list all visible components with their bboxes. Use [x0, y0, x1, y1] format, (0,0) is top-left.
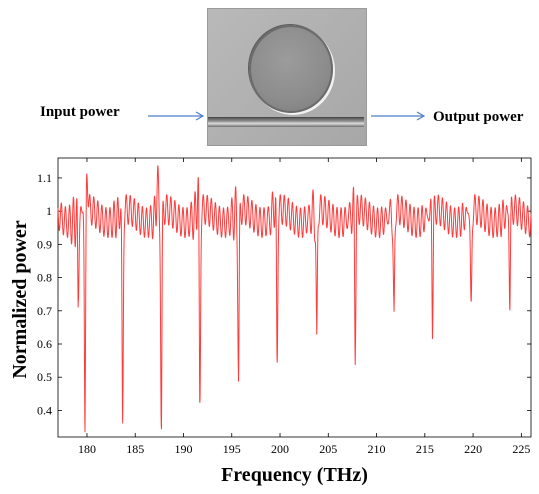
- resonance-dip-point: [431, 323, 433, 325]
- x-tick-label: 180: [78, 442, 96, 456]
- output-power-label: Output power: [433, 109, 524, 125]
- x-tick-label: 195: [223, 442, 241, 456]
- x-tick-label: 200: [271, 442, 289, 456]
- x-axis: 180 185 190 195 200 205 210 215 220 225: [78, 158, 530, 456]
- y-axis-title: Normalized power: [9, 220, 31, 378]
- resonance-dip-point: [354, 339, 356, 341]
- resonance-dip-point: [121, 423, 123, 425]
- y-tick-label: 0.4: [37, 403, 52, 417]
- resonance-dip-point: [509, 306, 511, 308]
- peak-point: [86, 160, 88, 162]
- resonance-dip-point: [237, 379, 239, 381]
- y-tick-label: 1: [46, 204, 52, 218]
- y-tick-label: 0.7: [37, 304, 52, 318]
- resonance-dip-point: [470, 316, 472, 318]
- input-power-label: Input power: [40, 104, 120, 120]
- ring-resonator-diagram: [207, 8, 367, 146]
- data-marks: [77, 160, 511, 438]
- transmission-trace: [57, 165, 532, 433]
- y-tick-label: 0.9: [37, 237, 52, 251]
- peak-point: [156, 167, 158, 169]
- resonance-dip-point: [276, 366, 278, 368]
- x-tick-label: 185: [126, 442, 144, 456]
- output-arrow-icon: [371, 111, 426, 121]
- y-axis: 0.4 0.5 0.6 0.7 0.8 0.9 1 1.1: [37, 171, 531, 417]
- peak-point: [197, 177, 199, 179]
- x-tick-label: 210: [368, 442, 386, 456]
- x-axis-title: Frequency (THz): [221, 464, 368, 486]
- plot-border: [57, 157, 532, 438]
- y-tick-label: 0.5: [37, 370, 52, 384]
- bus-waveguide: [208, 117, 364, 127]
- resonance-dip-point: [77, 296, 79, 298]
- plot-frame: [57, 157, 532, 438]
- x-tick-label: 225: [512, 442, 530, 456]
- y-tick-label: 1.1: [37, 171, 52, 185]
- resonance-dip-point: [393, 330, 395, 332]
- peak-point: [273, 190, 275, 192]
- resonance-dip-point: [160, 436, 162, 438]
- resonance-dip-point: [199, 413, 201, 415]
- microring: [249, 25, 333, 113]
- x-tick-label: 215: [416, 442, 434, 456]
- x-tick-label: 220: [464, 442, 482, 456]
- resonance-dip-point: [316, 353, 318, 355]
- x-tick-label: 190: [174, 442, 192, 456]
- resonance-dip-point: [84, 429, 86, 431]
- y-tick-label: 0.8: [37, 271, 52, 285]
- y-tick-label: 0.6: [37, 337, 52, 351]
- x-tick-label: 205: [319, 442, 337, 456]
- input-arrow-icon: [148, 111, 205, 121]
